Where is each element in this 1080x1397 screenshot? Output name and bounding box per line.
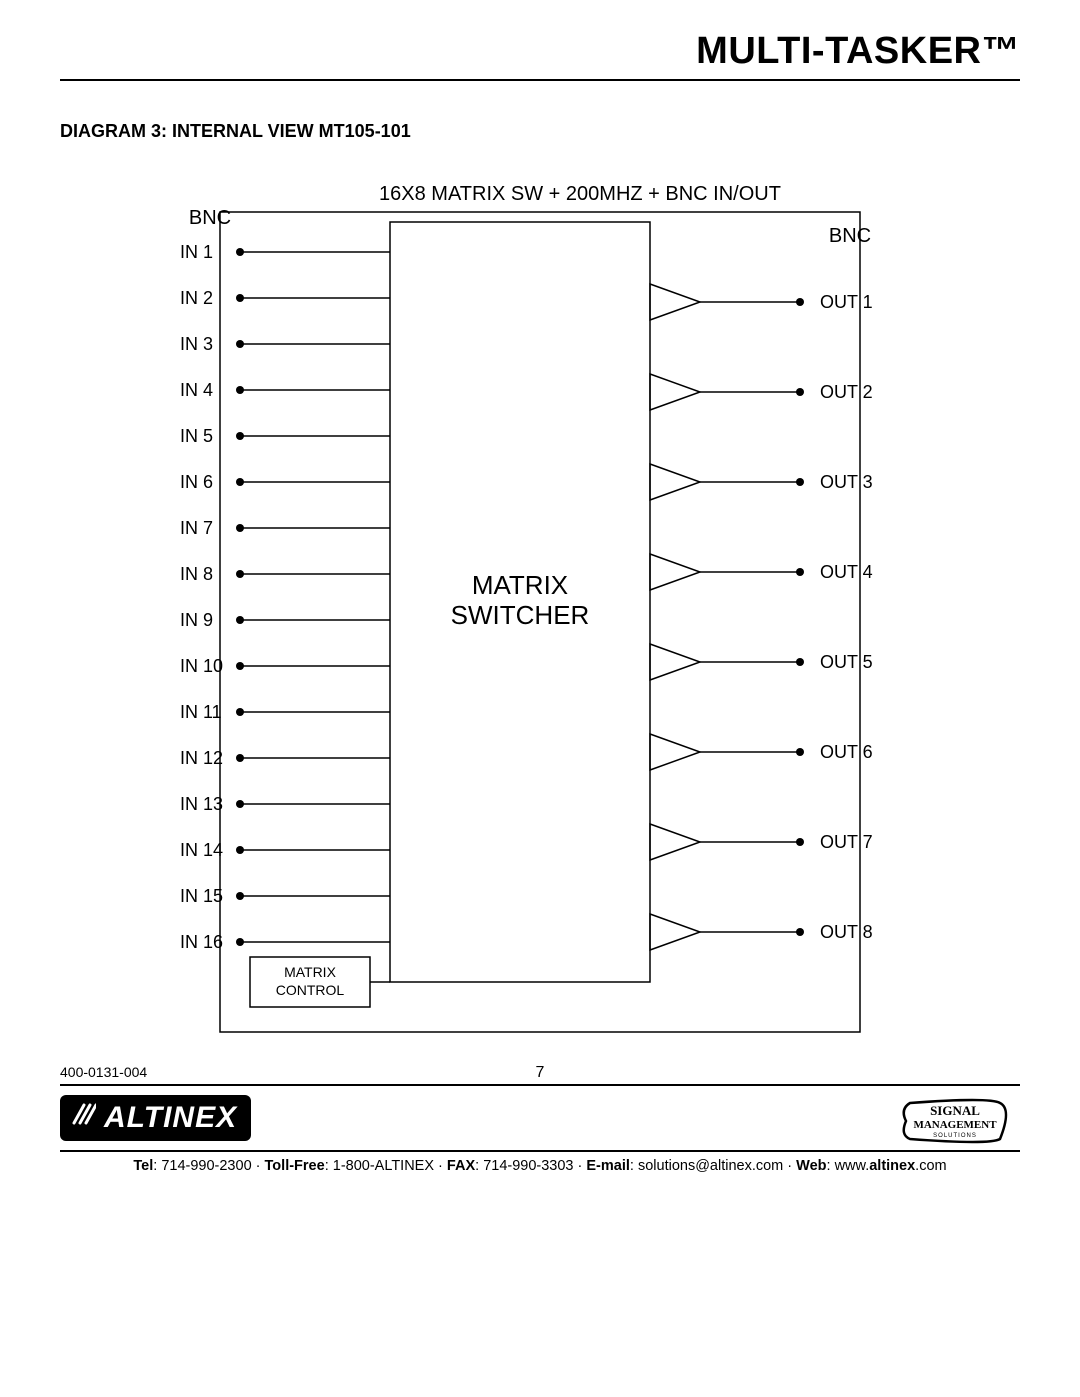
amplifier-icon	[650, 734, 700, 770]
amplifier-icon	[650, 374, 700, 410]
web-prefix: www.	[835, 1158, 870, 1174]
svg-text:16X8 MATRIX SW + 200MHZ + BNC: 16X8 MATRIX SW + 200MHZ + BNC IN/OUT	[379, 183, 781, 205]
amplifier-icon	[650, 464, 700, 500]
input-label: IN 8	[180, 564, 213, 584]
web-bold: altinex	[869, 1158, 915, 1174]
svg-text:BNC: BNC	[189, 207, 231, 229]
email-label: E-mail	[586, 1158, 630, 1174]
email: solutions@altinex.com	[638, 1158, 783, 1174]
amplifier-icon	[650, 824, 700, 860]
tel: 714-990-2300	[161, 1158, 251, 1174]
svg-text:SWITCHER: SWITCHER	[451, 600, 590, 630]
svg-text:MATRIX: MATRIX	[472, 570, 568, 600]
diagram-container: 16X8 MATRIX SW + 200MHZ + BNC IN/OUT MATR…	[60, 182, 1020, 1082]
svg-text:MATRIX: MATRIX	[284, 964, 337, 980]
input-label: IN 5	[180, 426, 213, 446]
input-label: IN 2	[180, 288, 213, 308]
amplifier-icon	[650, 644, 700, 680]
input-label: IN 6	[180, 472, 213, 492]
svg-text:BNC: BNC	[829, 225, 871, 247]
output-label: OUT 1	[820, 292, 873, 312]
input-label: IN 10	[180, 656, 223, 676]
output-label: OUT 3	[820, 472, 873, 492]
svg-text:CONTROL: CONTROL	[276, 982, 345, 998]
input-label: IN 15	[180, 886, 223, 906]
input-label: IN 13	[180, 794, 223, 814]
web-suffix: .com	[915, 1158, 946, 1174]
input-label: IN 11	[180, 702, 222, 722]
signal-line2: MANAGEMENT	[913, 1119, 997, 1131]
diagram-svg: 16X8 MATRIX SW + 200MHZ + BNC IN/OUT MATR…	[160, 182, 920, 1062]
tel-label: Tel	[133, 1158, 153, 1174]
amplifier-icon	[650, 554, 700, 590]
diagram-heading: DIAGRAM 3: INTERNAL VIEW MT105-101	[60, 121, 1020, 142]
page-title: MULTI-TASKER™	[60, 30, 1020, 81]
signal-management-logo: SIGNAL MANAGEMENT SOLUTIONS	[900, 1095, 1020, 1150]
amplifier-icon	[650, 284, 700, 320]
output-label: OUT 4	[820, 562, 873, 582]
footer-doc-row: 400-0131-004 7	[60, 1064, 1020, 1086]
logo-stripes-icon	[70, 1101, 96, 1135]
input-label: IN 4	[180, 380, 213, 400]
tollfree: 1-800-ALTINEX	[333, 1158, 434, 1174]
input-label: IN 7	[180, 518, 213, 538]
output-label: OUT 5	[820, 652, 873, 672]
page-number: 7	[60, 1064, 1020, 1082]
output-label: OUT 8	[820, 922, 873, 942]
output-label: OUT 6	[820, 742, 873, 762]
signal-line3: SOLUTIONS	[933, 1133, 977, 1139]
input-label: IN 9	[180, 610, 213, 630]
input-label: IN 16	[180, 932, 223, 952]
amplifier-icon	[650, 914, 700, 950]
contact-line: Tel: 714-990-2300 · Toll-Free: 1-800-ALT…	[60, 1150, 1020, 1174]
input-label: IN 14	[180, 840, 223, 860]
tollfree-label: Toll-Free	[265, 1158, 325, 1174]
fax: 714-990-3303	[483, 1158, 573, 1174]
input-label: IN 3	[180, 334, 213, 354]
brand-bar: ALTINEX SIGNAL MANAGEMENT SOLUTIONS	[60, 1095, 1020, 1145]
signal-line1: SIGNAL	[930, 1103, 980, 1118]
altinex-logo-text: ALTINEX	[104, 1101, 237, 1135]
input-label: IN 1	[180, 242, 213, 262]
fax-label: FAX	[447, 1158, 475, 1174]
input-label: IN 12	[180, 748, 223, 768]
output-label: OUT 7	[820, 832, 873, 852]
altinex-logo: ALTINEX	[60, 1095, 251, 1141]
web-label: Web	[796, 1158, 826, 1174]
output-label: OUT 2	[820, 382, 873, 402]
